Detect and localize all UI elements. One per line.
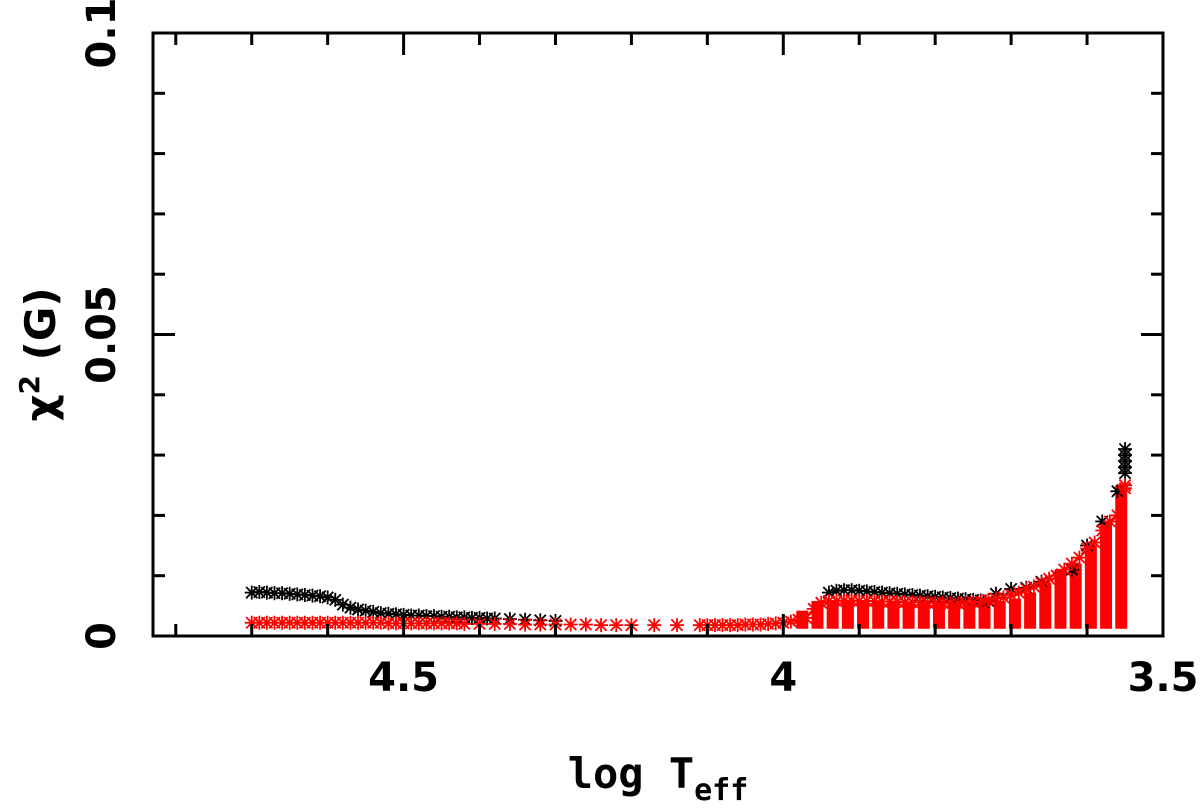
data-point-red — [1110, 508, 1125, 523]
data-point-red — [1080, 541, 1095, 556]
data-band-column — [1100, 521, 1113, 629]
data-point-red — [1057, 562, 1072, 577]
data-band-column — [993, 601, 1006, 629]
data-point-red — [472, 616, 487, 631]
data-point-red — [563, 617, 578, 632]
data-point-red — [1087, 535, 1102, 550]
data-point-red — [267, 615, 282, 630]
data-point-red — [609, 618, 624, 633]
y-tick-label: 0.05 — [79, 285, 125, 384]
y-axis-label-superscript: 2 — [13, 375, 46, 394]
data-point-red — [1118, 478, 1133, 493]
data-band-column — [1069, 563, 1082, 629]
y-tick-label: 0 — [79, 622, 125, 650]
data-point-red — [783, 614, 798, 629]
data-point-red — [1004, 587, 1019, 602]
data-point-red — [518, 617, 533, 632]
data-band-column — [978, 602, 991, 629]
data-band-column — [1115, 485, 1128, 629]
data-point-red — [669, 618, 684, 633]
x-tick-label: 4.5 — [368, 655, 439, 701]
x-axis-label-main: log T — [568, 749, 694, 798]
data-point-red — [487, 616, 502, 631]
data-point-red — [814, 595, 829, 610]
data-point-red — [1102, 514, 1117, 529]
data-point-black — [1118, 466, 1133, 481]
data-point-red — [578, 617, 593, 632]
data-band-column — [1024, 592, 1037, 629]
data-band-column — [1054, 569, 1067, 629]
plot-frame — [151, 31, 1165, 638]
x-axis-label: log Teff — [568, 749, 749, 808]
data-point-red — [806, 601, 821, 616]
data-point-red — [1072, 550, 1087, 565]
data-band-column — [1039, 582, 1052, 629]
y-tick-label: 0.1 — [79, 0, 125, 68]
plot-area — [244, 442, 1133, 633]
data-point-red — [594, 618, 609, 633]
x-tick-label: 3.5 — [1128, 655, 1199, 701]
x-tick-label: 4 — [769, 655, 797, 701]
data-band-column — [1084, 545, 1097, 629]
data-point-red — [981, 592, 996, 607]
data-point-red — [1049, 568, 1064, 583]
x-axis: 4.5 4 3.5 — [174, 33, 1199, 701]
data-point-red — [791, 612, 806, 627]
data-point-red — [1064, 556, 1079, 571]
data-band-column — [841, 600, 854, 629]
data-point-red — [533, 617, 548, 632]
data-point-red — [502, 616, 517, 631]
data-point-red — [647, 618, 662, 633]
y-axis-label-main: χ — [16, 394, 65, 421]
y-axis-label-suffix: (G) — [16, 287, 65, 375]
data-point-black — [328, 592, 343, 607]
data-point-red — [457, 616, 472, 631]
y-axis: 0 0.05 0.1 — [79, 0, 1163, 650]
data-band-column — [1008, 598, 1021, 629]
x-axis-label-subscript: eff — [694, 773, 748, 808]
data-point-black — [358, 603, 373, 618]
data-point-black — [320, 590, 335, 605]
data-point-red — [1095, 523, 1110, 538]
data-point-red — [799, 610, 814, 625]
y-axis-label: χ2 (G) — [13, 287, 65, 421]
